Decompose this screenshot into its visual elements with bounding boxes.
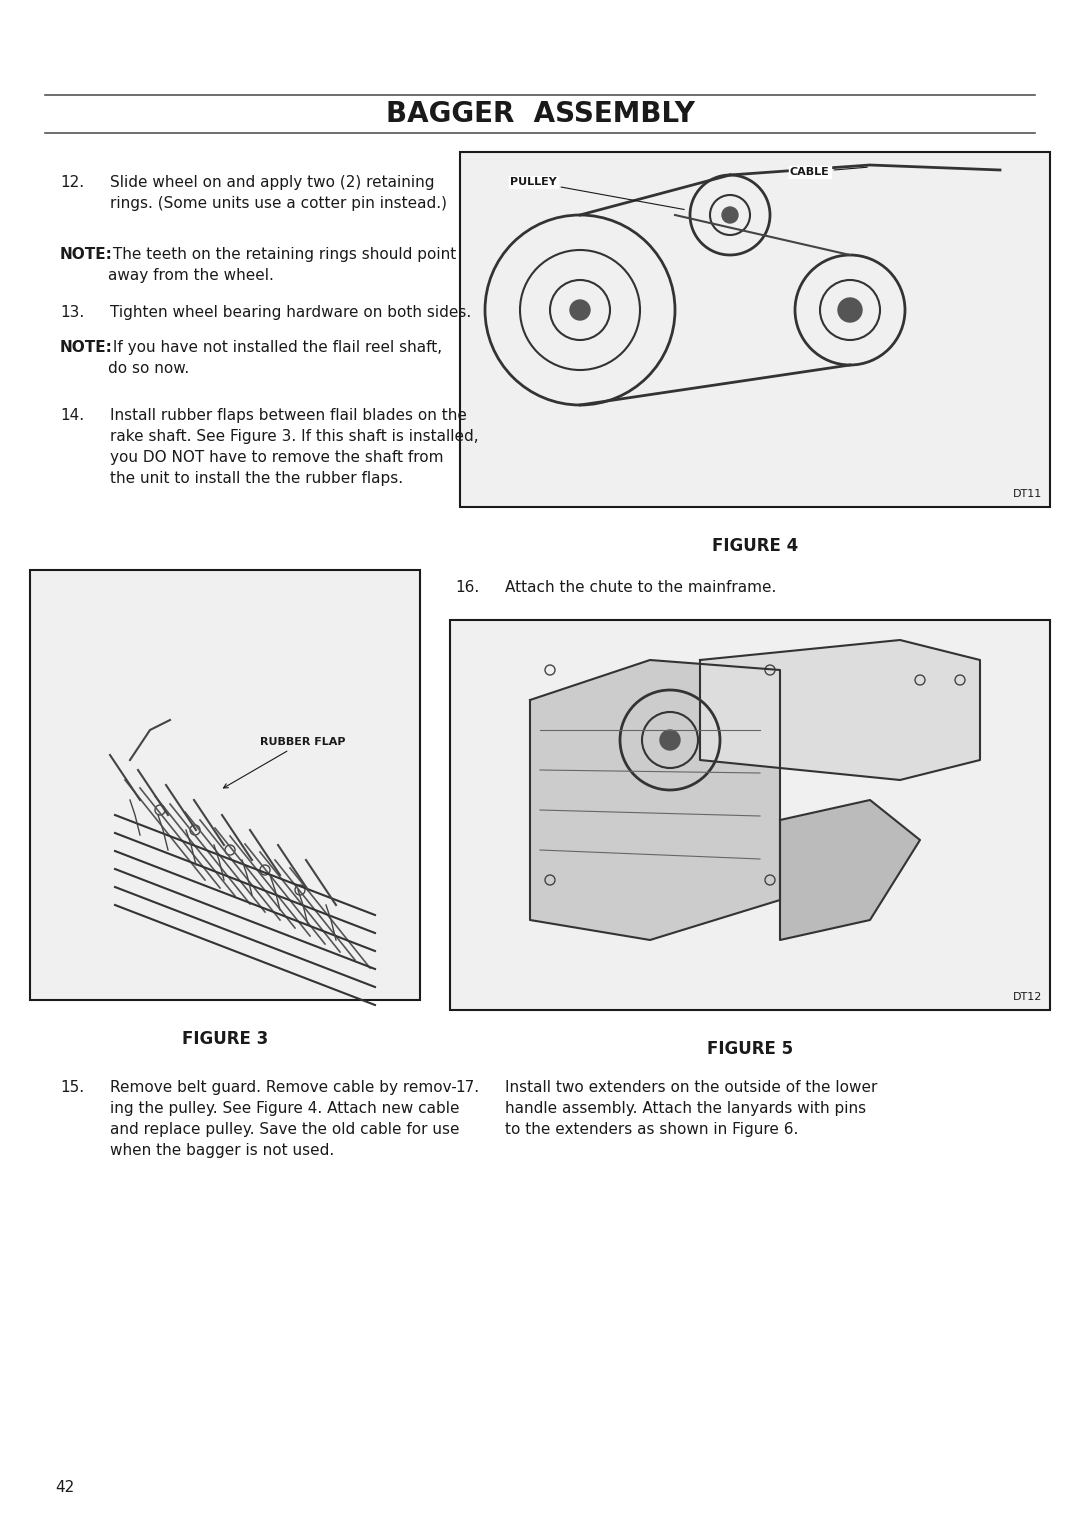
Circle shape [660, 730, 680, 750]
Text: DT11: DT11 [1013, 489, 1042, 500]
Text: BAGGER  ASSEMBLY: BAGGER ASSEMBLY [386, 99, 694, 128]
Bar [30, 570, 420, 999]
Polygon shape [530, 660, 780, 940]
Text: 16.: 16. [455, 581, 480, 594]
Text: RUBBER FLAP: RUBBER FLAP [224, 736, 346, 788]
Text: FIGURE 4: FIGURE 4 [712, 536, 798, 555]
Text: Slide wheel on and apply two (2) retaining
rings. (Some units use a cotter pin i: Slide wheel on and apply two (2) retaini… [110, 176, 447, 211]
Text: 14.: 14. [60, 408, 84, 423]
Polygon shape [700, 640, 980, 779]
Text: PULLEY: PULLEY [510, 177, 685, 209]
Text: Attach the chute to the mainframe.: Attach the chute to the mainframe. [505, 581, 777, 594]
Text: The teeth on the retaining rings should point
away from the wheel.: The teeth on the retaining rings should … [108, 248, 456, 283]
Polygon shape [780, 801, 920, 940]
Circle shape [838, 298, 862, 322]
Text: If you have not installed the flail reel shaft,
do so now.: If you have not installed the flail reel… [108, 341, 442, 376]
Text: NOTE:: NOTE: [60, 248, 113, 261]
Circle shape [570, 299, 590, 319]
Text: 15.: 15. [60, 1080, 84, 1096]
Text: NOTE:: NOTE: [60, 341, 113, 354]
Text: 17.: 17. [455, 1080, 480, 1096]
Text: CABLE: CABLE [789, 167, 867, 177]
Text: 42: 42 [55, 1481, 75, 1494]
Text: Remove belt guard. Remove cable by remov-
ing the pulley. See Figure 4. Attach n: Remove belt guard. Remove cable by remov… [110, 1080, 459, 1158]
Text: FIGURE 3: FIGURE 3 [181, 1030, 268, 1048]
Text: Tighten wheel bearing hardware on both sides.: Tighten wheel bearing hardware on both s… [110, 306, 471, 319]
Text: Install two extenders on the outside of the lower
handle assembly. Attach the la: Install two extenders on the outside of … [505, 1080, 877, 1137]
Text: Install rubber flaps between flail blades on the
rake shaft. See Figure 3. If th: Install rubber flaps between flail blade… [110, 408, 478, 486]
Bar [460, 151, 1050, 507]
Text: 13.: 13. [60, 306, 84, 319]
Text: FIGURE 5: FIGURE 5 [707, 1041, 793, 1057]
Text: DT12: DT12 [1013, 992, 1042, 1002]
Text: 12.: 12. [60, 176, 84, 189]
Bar [450, 620, 1050, 1010]
Circle shape [723, 206, 738, 223]
